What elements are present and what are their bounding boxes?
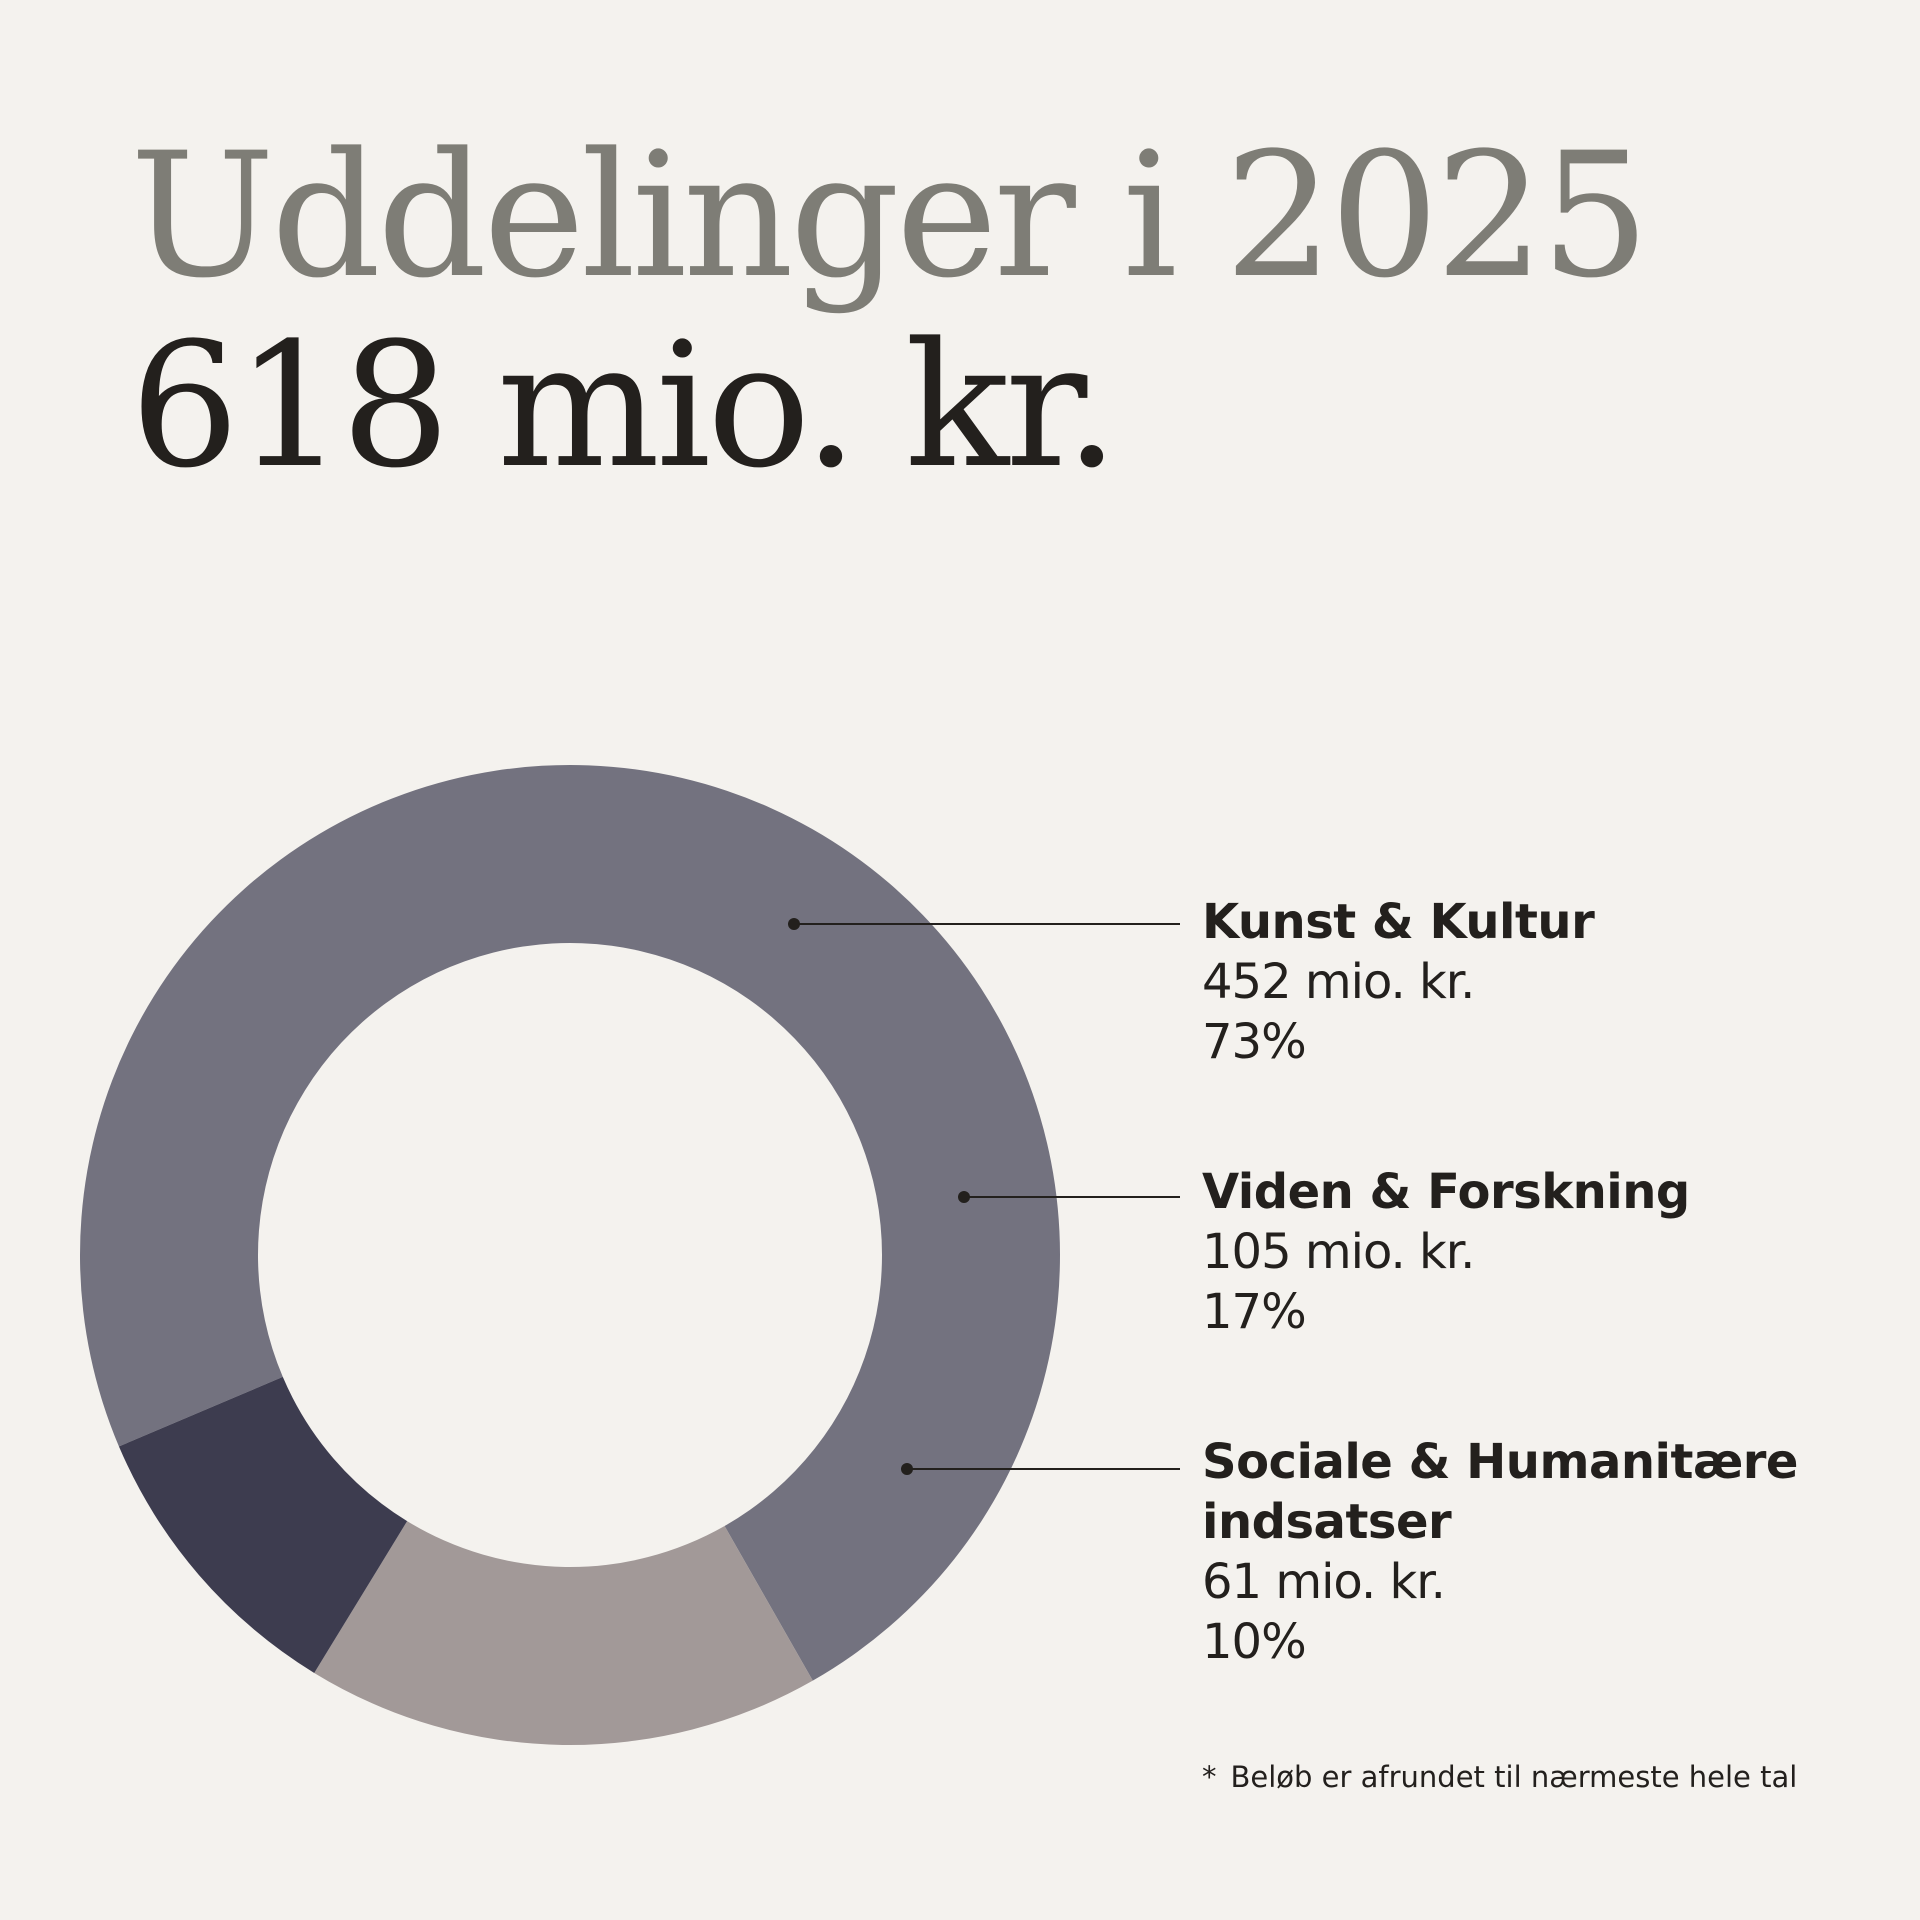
legend-item-viden-forskning: Viden & Forskning 105 mio. kr. 17%: [1202, 1162, 1690, 1342]
leader-dot-kunst-kultur: [788, 918, 800, 930]
legend-item-sociale-humanitaere: Sociale & Humanitære indsatser 61 mio. k…: [1202, 1432, 1802, 1672]
total-amount: 618 mio. kr.: [130, 305, 1119, 506]
donut-slice-viden-forskning: [314, 1521, 813, 1745]
legend-percent: 17%: [1202, 1284, 1307, 1340]
leader-dot-sociale-humanitaere-indsatser: [901, 1463, 913, 1475]
legend-item-kunst-kultur: Kunst & Kultur 452 mio. kr. 73%: [1202, 892, 1595, 1072]
donut-slice-sociale-humanitaere-indsatser: [118, 1376, 408, 1673]
legend-value: 61 mio. kr.: [1202, 1554, 1446, 1610]
footnote-text: Beløb er afrundet til nærmeste hele tal: [1230, 1760, 1798, 1794]
leader-dot-viden-forskning: [958, 1191, 970, 1203]
legend-name: Viden & Forskning: [1202, 1164, 1690, 1220]
legend-name: Sociale & Humanitære indsatser: [1202, 1434, 1798, 1550]
legend-percent: 10%: [1202, 1614, 1307, 1670]
donut-slice-kunst-kultur: [79, 764, 1060, 1681]
legend-value: 105 mio. kr.: [1202, 1224, 1475, 1280]
legend-percent: 73%: [1202, 1014, 1307, 1070]
footnote-marker: *: [1202, 1760, 1217, 1794]
legend-name: Kunst & Kultur: [1202, 894, 1595, 950]
footnote: * Beløb er afrundet til nærmeste hele tal: [1202, 1760, 1797, 1794]
legend-value: 452 mio. kr.: [1202, 954, 1475, 1010]
page-title: Uddelinger i 2025: [130, 115, 1650, 316]
